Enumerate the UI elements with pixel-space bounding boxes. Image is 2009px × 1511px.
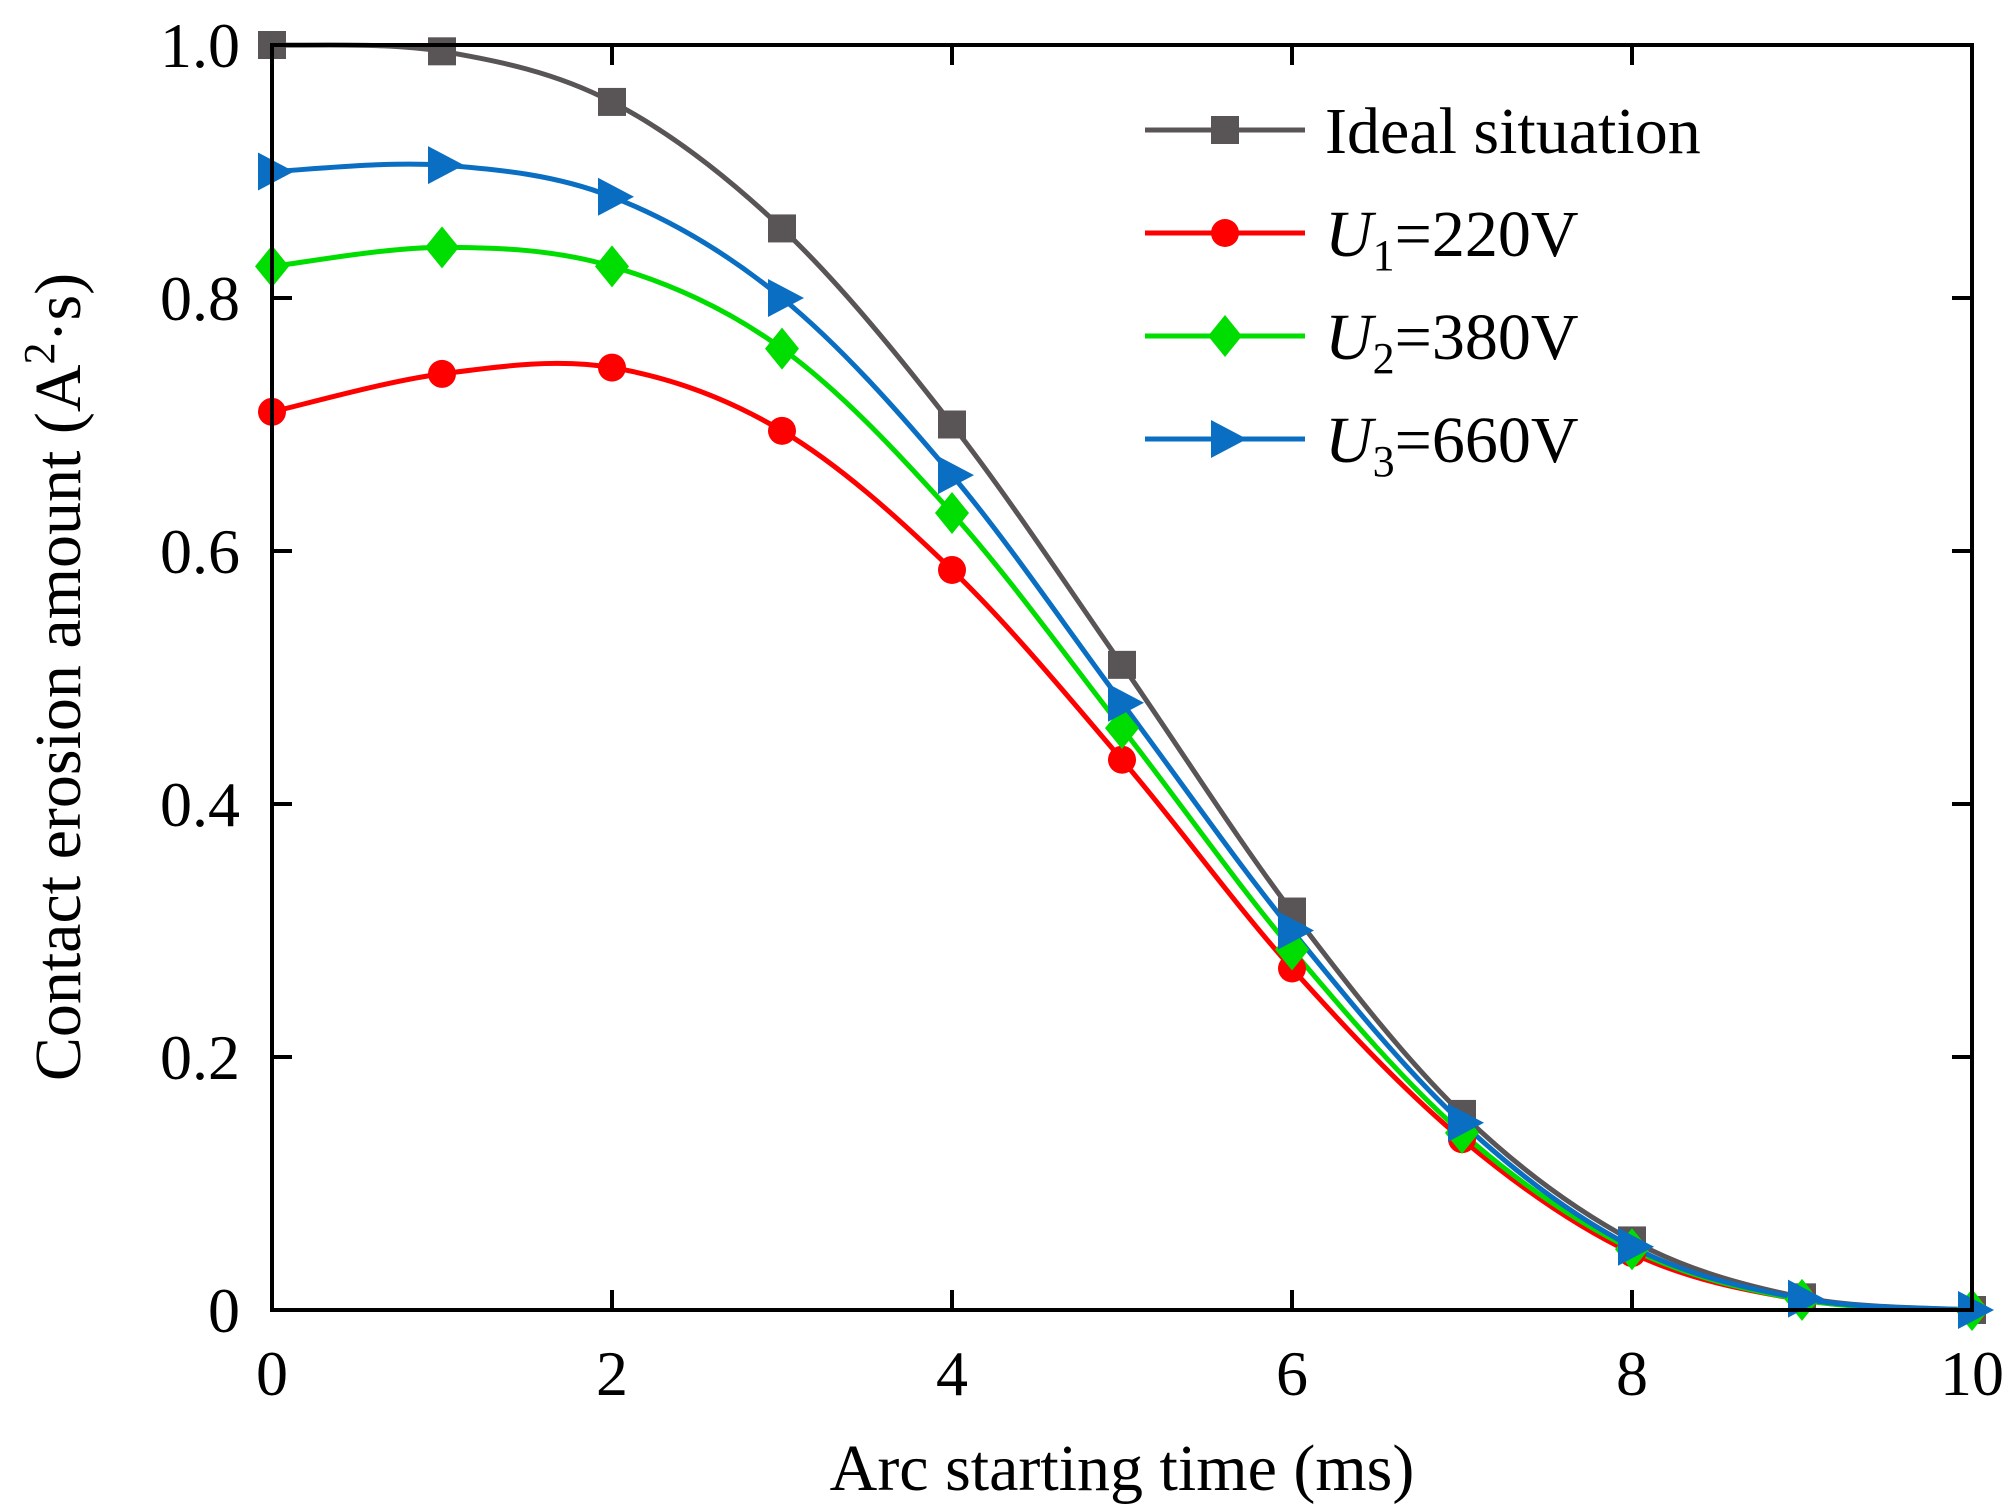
y-tick-label: 0.8	[160, 263, 240, 334]
x-tick-label: 0	[256, 1338, 288, 1409]
data-point-0	[1108, 650, 1136, 679]
data-point-1	[428, 359, 456, 388]
legend-label-suffix: =380V	[1395, 301, 1579, 374]
y-axis-title: Contact erosion amount (A2·s)	[15, 273, 95, 1081]
y-axis-title-sup: 2	[15, 342, 64, 364]
legend-label-sub: 2	[1373, 334, 1395, 383]
data-point-1	[1108, 745, 1136, 774]
legend-label: U3=660V	[1325, 404, 1579, 486]
legend-label-sub: 1	[1373, 231, 1395, 280]
y-axis-title-main: Contact erosion amount (A	[22, 364, 95, 1081]
data-point-0	[598, 87, 626, 116]
y-tick-label: 0.2	[160, 1022, 240, 1093]
data-point-1	[938, 555, 966, 584]
legend-label-sub: 3	[1373, 437, 1395, 486]
plot-markers	[255, 31, 1994, 1331]
data-point-0	[938, 410, 966, 439]
y-axis-title-tail: ·s)	[22, 273, 95, 343]
data-point-3	[1278, 911, 1314, 950]
x-tick-label: 4	[936, 1338, 968, 1409]
data-point-3	[1448, 1103, 1484, 1142]
legend-label-prefix: U	[1325, 404, 1377, 477]
data-point-3	[258, 152, 294, 191]
data-point-3	[768, 279, 804, 317]
data-point-3	[1618, 1227, 1654, 1266]
x-tick-label: 2	[596, 1338, 628, 1409]
data-point-2	[765, 327, 799, 370]
y-tick-label: 0	[208, 1275, 240, 1346]
y-tick-label: 0.6	[160, 516, 240, 587]
legend-label-suffix: =660V	[1395, 404, 1579, 477]
data-point-3	[938, 456, 974, 495]
data-point-3	[598, 177, 634, 216]
data-point-0	[428, 37, 456, 66]
data-point-1	[768, 416, 796, 445]
data-point-1	[598, 353, 626, 382]
series-line-1	[271, 360, 1973, 1313]
data-point-2	[595, 245, 629, 288]
legend-label-prefix: U	[1325, 301, 1377, 374]
x-axis-title: Arc starting time (ms)	[830, 1432, 1415, 1505]
x-tick-label: 10	[1940, 1338, 2004, 1409]
legend-label-prefix: U	[1325, 198, 1377, 271]
data-point-2	[425, 226, 459, 269]
legend-label-suffix: =220V	[1395, 198, 1579, 271]
legend-marker	[1211, 116, 1239, 144]
x-tick-label: 8	[1616, 1338, 1648, 1409]
legend-label: U2=380V	[1325, 301, 1579, 383]
tick-labels: 0 2 4 6 8 10 0 0.2 0.4 0.6 0.8 1.0	[160, 10, 2004, 1409]
y-tick-label: 1.0	[160, 10, 240, 81]
data-point-2	[935, 492, 969, 535]
series-line-2	[271, 244, 1973, 1313]
legend-marker	[1208, 315, 1242, 357]
legend-marker	[1211, 219, 1239, 247]
data-point-3	[428, 146, 464, 185]
legend-label: U1=220V	[1325, 198, 1579, 280]
x-tick-label: 6	[1276, 1338, 1308, 1409]
legend-label: Ideal situation	[1325, 95, 1701, 168]
data-point-3	[1958, 1291, 1994, 1329]
plot-frame	[270, 43, 1974, 1312]
axis-ticks	[270, 43, 1974, 1312]
legend-marker	[1211, 420, 1247, 458]
data-point-3	[1108, 683, 1144, 722]
data-point-0	[768, 214, 796, 243]
y-tick-label: 0.4	[160, 769, 240, 840]
